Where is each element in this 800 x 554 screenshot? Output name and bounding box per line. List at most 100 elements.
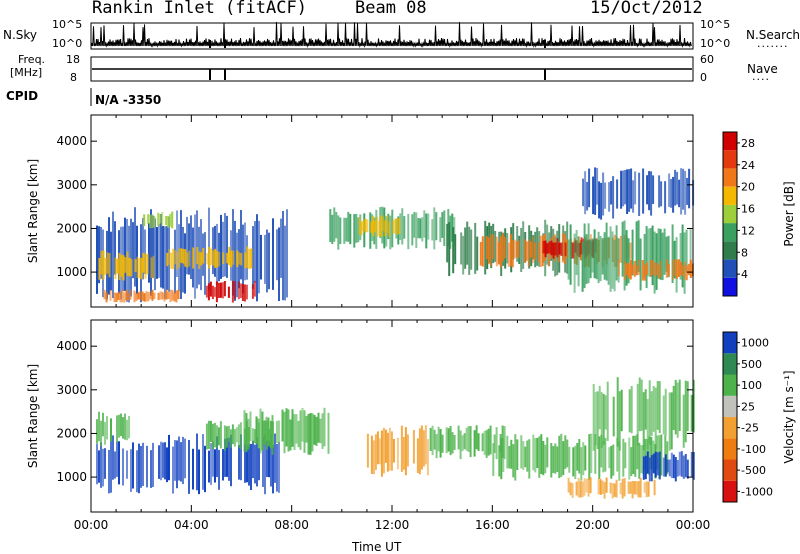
power-cell [658,175,661,208]
power-cell [607,236,610,285]
power-cell [675,259,678,279]
velocity-cell [608,447,611,469]
velocity-cell [449,426,452,456]
power-cell [124,217,126,292]
power-cell [582,178,585,207]
power-cell [143,293,146,302]
power-cell [286,209,288,298]
power-cell [206,253,209,265]
velocity-cell [646,451,649,474]
velocity-colorbar-label: Velocity [m s⁻¹] [782,370,796,463]
power-cell [164,226,166,299]
power-cell [378,220,381,237]
power-cell [610,181,613,205]
power-cell [573,233,576,293]
power-cell [446,223,449,263]
velocity-cell [100,420,102,447]
velocity-cell [594,391,597,446]
power-cell [663,228,666,275]
power-cell [427,213,430,240]
cpid-value: N/A -3350 [95,93,162,107]
velocity-cell [590,433,593,474]
power-cell [584,171,587,215]
velocity-cell [564,435,567,469]
power-cell [581,241,584,292]
power-cell [226,215,228,278]
velocity-cell [281,409,284,442]
power-cell [688,168,691,209]
velocity-cell [152,442,154,487]
power-cell [517,240,520,258]
velocity-cell [606,381,609,441]
power-cell [156,227,158,279]
freq-label: Freq. [18,53,46,66]
power-cell [520,227,523,272]
power-cell [474,222,477,274]
velocity-cell [508,446,511,469]
power-cell [175,290,178,303]
velocity-cell [660,434,663,476]
velocity-cell [610,445,613,479]
power-cell [601,238,604,275]
power-cell [655,233,658,290]
power-cell [158,223,160,278]
power-cell [124,257,127,273]
power-cell [596,168,599,205]
power-cell [171,211,174,229]
power-cell [182,248,185,264]
velocity-cell [257,418,260,448]
velocity-cell [578,439,581,474]
power-cell [180,248,183,263]
power-cell [159,291,162,300]
velocity-region-7 [567,477,656,499]
power-cell [452,227,455,274]
velocity-cell [602,393,605,445]
velocity-cell [645,481,648,498]
colorbar-tick-label: 100 [741,379,762,392]
velocity-cell [568,446,571,473]
power-cell [169,214,172,227]
power-cell [686,177,689,205]
velocity-cell [600,392,603,448]
velocity-cell [323,407,326,447]
velocity-cell [258,448,260,481]
power-cell [542,240,545,254]
velocity-cell [542,441,545,476]
velocity-cell [506,435,509,469]
power-colorbar-segment [723,132,737,151]
power-cell [366,219,369,233]
velocity-cell [208,450,210,483]
power-cell [125,289,128,301]
power-cell [413,211,416,238]
colorbar-tick-label: 1000 [741,337,769,350]
power-cell [561,233,564,263]
power-cell [178,248,181,268]
velocity-region-0 [96,433,280,495]
power-cell [651,260,654,275]
power-cell [103,289,106,300]
velocity-cell [658,381,661,434]
velocity-cell [248,444,250,486]
power-cell [112,211,114,299]
velocity-cell [588,434,591,481]
power-cell [575,229,578,275]
power-cell [258,220,260,294]
power-cell [594,167,597,215]
velocity-cell [662,457,665,477]
velocity-cell [638,442,641,479]
power-cell [223,281,226,297]
velocity-cell [572,447,575,477]
velocity-cell [639,477,642,498]
velocity-cell [128,415,130,439]
power-cell [128,257,131,277]
power-colorbar-frame [722,131,738,297]
velocity-cell [439,429,442,458]
velocity-cell [372,440,375,475]
power-cell [186,216,188,275]
power-cell [625,262,628,276]
velocity-cell [124,413,126,440]
nsearch-legend-dots: ······· [757,40,789,53]
velocity-cell [636,383,639,446]
power-cell [163,293,166,302]
power-cell [244,222,246,281]
